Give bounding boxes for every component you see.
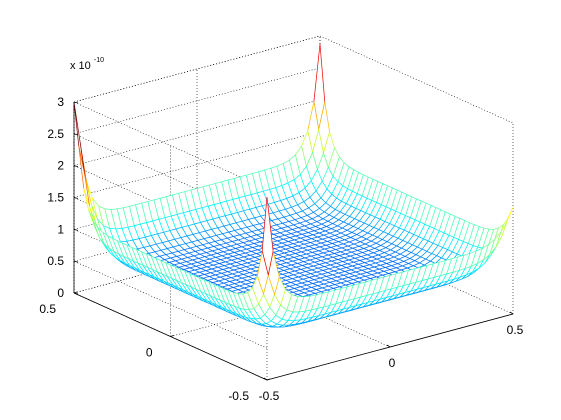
z-tick-label: 1.5 — [47, 191, 64, 205]
y-tick-label: -0.5 — [228, 389, 249, 403]
y-tick-label: 0 — [146, 346, 153, 360]
box-edge — [319, 35, 514, 124]
z-tick — [73, 133, 79, 136]
grid-line — [73, 99, 321, 166]
x-tick — [263, 377, 268, 381]
mesh-cell — [73, 101, 86, 177]
z-tick-label: 0 — [57, 286, 64, 300]
z-tick — [73, 228, 79, 231]
z-tick-label: 2 — [57, 159, 64, 173]
y-axis-ticks: -0.5 0 0.5 — [39, 291, 271, 403]
mesh-cell — [261, 196, 274, 276]
z-tick-label: 0.5 — [47, 254, 64, 268]
x-tick-label: 0.5 — [507, 323, 524, 337]
y-tick — [73, 291, 78, 294]
grid-line — [73, 226, 321, 294]
y-tick — [266, 378, 271, 381]
y-tick-label: 0.5 — [39, 302, 56, 316]
grid-line — [73, 67, 321, 135]
z-tick — [73, 260, 79, 263]
x-tick-label: 0 — [389, 356, 396, 370]
grid-line — [73, 131, 321, 198]
y-tick — [170, 335, 174, 337]
mesh-cell — [78, 145, 91, 208]
z-tick — [73, 197, 79, 199]
x-axis-ticks: -0.5 0 0.5 — [259, 311, 524, 403]
z-tick-label: 1 — [57, 222, 64, 236]
z-tick-label: 2.5 — [47, 127, 64, 141]
x-tick — [509, 311, 514, 315]
z-exponent-power: -10 — [94, 57, 104, 64]
grid-line — [73, 260, 268, 349]
x-tick-label: -0.5 — [259, 389, 280, 403]
z-exponent-prefix: x 10 — [70, 60, 91, 72]
x-tick — [386, 344, 391, 348]
grid-line — [170, 270, 417, 337]
z-tick — [73, 165, 79, 168]
z-axis-ticks: 0 0.5 1 1.5 2 2.5 3 — [47, 95, 79, 300]
z-tick — [73, 101, 79, 104]
z-exponent-label: x 10 -10 — [70, 57, 104, 72]
grid-line — [73, 101, 268, 190]
z-tick-label: 3 — [57, 95, 64, 109]
grid-line — [73, 35, 321, 103]
surface-mesh — [73, 43, 514, 328]
